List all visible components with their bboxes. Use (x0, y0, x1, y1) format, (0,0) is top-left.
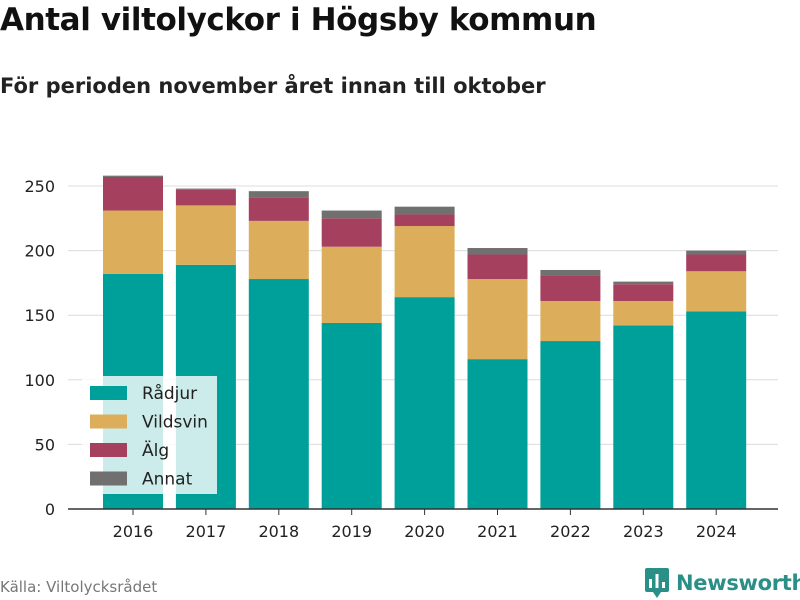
x-tick-label: 2018 (258, 522, 299, 541)
bar-segment-2023-2 (613, 284, 674, 301)
y-tick-label: 150 (24, 306, 55, 325)
legend-label: Rådjur (142, 383, 197, 404)
bar-segment-2018-1 (248, 220, 309, 280)
bar-segment-2024-1 (686, 271, 747, 312)
x-tick-label: 2019 (331, 522, 372, 541)
source-note: Källa: Viltolycksrådet (0, 578, 158, 596)
bar-segment-2022-1 (540, 300, 601, 342)
bar-segment-2017-3 (175, 188, 236, 190)
bar-segment-2019-2 (321, 218, 382, 247)
brand-name: Newsworthy (676, 571, 800, 595)
legend-swatch (90, 386, 127, 400)
bar-segment-2020-1 (394, 226, 455, 298)
bar-segment-2022-2 (540, 275, 601, 301)
y-tick-labels: 0 50 100 150 200 250 (24, 177, 55, 519)
bar-segment-2021-2 (467, 254, 528, 280)
bar-segment-2020-0 (394, 297, 455, 509)
x-tick-label: 2020 (404, 522, 445, 541)
bar-segment-2019-0 (321, 322, 382, 509)
bar-segment-2024-2 (686, 254, 747, 272)
bar-segment-2018-2 (248, 197, 309, 221)
bar-segment-2017-1 (175, 205, 236, 265)
bar-segment-2021-1 (467, 279, 528, 360)
bar-segment-2021-3 (467, 248, 528, 255)
bar-segment-2020-2 (394, 214, 455, 227)
x-tick-label: 2023 (623, 522, 664, 541)
x-tick-label: 2024 (696, 522, 737, 541)
bar-segment-2023-0 (613, 325, 674, 509)
x-tick-label: 2021 (477, 522, 518, 541)
bar-segment-2019-3 (321, 210, 382, 219)
bar-segment-2020-3 (394, 206, 455, 215)
brand-logo: Newsworthy (645, 568, 800, 598)
bar-segment-2016-2 (103, 176, 163, 211)
x-tick-label: 2022 (550, 522, 591, 541)
legend-swatch (90, 414, 127, 429)
bar-segment-2018-0 (248, 279, 309, 509)
bar-segment-2023-3 (613, 281, 674, 285)
bar-segment-2024-0 (686, 311, 747, 509)
legend: Rådjur Vildsvin Älg Annat (82, 376, 217, 494)
y-tick-label: 100 (24, 371, 55, 390)
legend-label: Annat (142, 470, 193, 490)
bar-segment-2019-1 (321, 246, 382, 323)
x-tick-label: 2017 (186, 522, 227, 541)
bar-segment-2016-1 (103, 210, 163, 274)
y-tick-label: 200 (24, 242, 55, 261)
newsworthy-logo-icon (645, 568, 669, 598)
y-tick-label: 50 (35, 435, 55, 454)
bar-segment-2022-0 (540, 341, 601, 509)
legend-swatch (90, 443, 127, 457)
legend-swatch (90, 471, 127, 486)
bar-segment-2018-3 (248, 191, 309, 198)
bar-segment-2024-3 (686, 250, 747, 255)
y-tick-label: 0 (45, 500, 55, 519)
bar-segment-2023-1 (613, 300, 674, 326)
legend-label: Älg (142, 440, 169, 461)
x-tick-label: 2016 (113, 522, 154, 541)
bar-segment-2017-2 (175, 189, 236, 206)
bar-segment-2021-0 (467, 359, 528, 509)
y-tick-label: 250 (24, 177, 55, 196)
chart-title: Antal viltolyckor i Högsby kommun (0, 2, 597, 38)
x-tick-labels: 2016 2017 2018 2019 2020 2021 2022 2023 2024 (113, 509, 737, 541)
bar-segment-2022-3 (540, 269, 601, 276)
legend-label: Vildsvin (142, 413, 208, 433)
bar-segment-2016-3 (103, 175, 163, 177)
chart-subtitle: För perioden november året innan till ok… (0, 74, 546, 98)
